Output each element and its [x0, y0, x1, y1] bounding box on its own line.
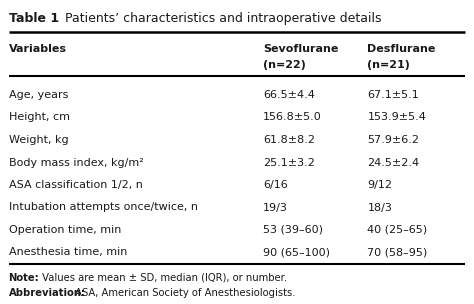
Text: 9/12: 9/12	[367, 180, 392, 190]
Text: 25.1±3.2: 25.1±3.2	[263, 157, 315, 168]
Text: Patients’ characteristics and intraoperative details: Patients’ characteristics and intraopera…	[61, 12, 381, 25]
Text: Height, cm: Height, cm	[9, 112, 70, 123]
Text: 156.8±5.0: 156.8±5.0	[263, 112, 322, 123]
Text: Note:: Note:	[9, 273, 39, 283]
Text: 90 (65–100): 90 (65–100)	[263, 247, 330, 257]
Text: 57.9±6.2: 57.9±6.2	[367, 135, 419, 145]
Text: (n=22): (n=22)	[263, 60, 306, 70]
Text: Anesthesia time, min: Anesthesia time, min	[9, 247, 127, 257]
Text: Sevoflurane: Sevoflurane	[263, 44, 338, 54]
Text: ASA classification 1/2, n: ASA classification 1/2, n	[9, 180, 142, 190]
Text: 40 (25–65): 40 (25–65)	[367, 225, 428, 235]
Text: Desflurane: Desflurane	[367, 44, 436, 54]
Text: Weight, kg: Weight, kg	[9, 135, 68, 145]
Text: (n=21): (n=21)	[367, 60, 410, 70]
Text: 66.5±4.4: 66.5±4.4	[263, 90, 315, 100]
Text: Age, years: Age, years	[9, 90, 68, 100]
Text: ASA, American Society of Anesthesiologists.: ASA, American Society of Anesthesiologis…	[72, 288, 295, 298]
Text: 61.8±8.2: 61.8±8.2	[263, 135, 315, 145]
Text: Variables: Variables	[9, 44, 66, 54]
Text: 67.1±5.1: 67.1±5.1	[367, 90, 419, 100]
Text: 53 (39–60): 53 (39–60)	[263, 225, 323, 235]
Text: Values are mean ± SD, median (IQR), or number.: Values are mean ± SD, median (IQR), or n…	[38, 273, 287, 283]
Text: 18/3: 18/3	[367, 202, 392, 212]
Text: Body mass index, kg/m²: Body mass index, kg/m²	[9, 157, 143, 168]
Text: Table 1: Table 1	[9, 12, 59, 25]
Text: 19/3: 19/3	[263, 202, 288, 212]
Text: 24.5±2.4: 24.5±2.4	[367, 157, 419, 168]
Text: Abbreviation:: Abbreviation:	[9, 288, 85, 298]
Text: Operation time, min: Operation time, min	[9, 225, 121, 235]
Text: 6/16: 6/16	[263, 180, 288, 190]
Text: Intubation attempts once/twice, n: Intubation attempts once/twice, n	[9, 202, 198, 212]
Text: 153.9±5.4: 153.9±5.4	[367, 112, 426, 123]
Text: 70 (58–95): 70 (58–95)	[367, 247, 428, 257]
